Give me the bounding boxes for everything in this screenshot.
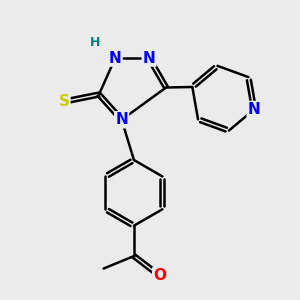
Text: O: O (153, 268, 166, 283)
Text: N: N (248, 102, 260, 117)
Text: N: N (143, 51, 155, 66)
Text: S: S (58, 94, 69, 109)
Text: N: N (109, 51, 122, 66)
Text: N: N (115, 112, 128, 127)
Text: H: H (90, 35, 101, 49)
